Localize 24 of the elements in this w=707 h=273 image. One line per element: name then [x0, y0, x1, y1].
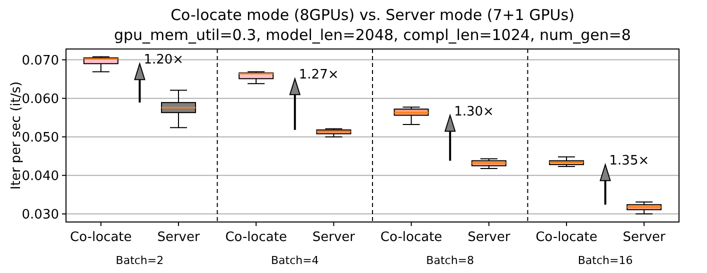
- x-tick-label: Server: [157, 230, 200, 245]
- x-tick-label: Server: [468, 230, 511, 245]
- x-tick-label: Server: [312, 230, 356, 245]
- text: Batch=16: [578, 254, 633, 267]
- annotation: 1.27×: [298, 68, 339, 83]
- x-tick-label: Co-locate: [225, 230, 287, 245]
- annotation: 1.20×: [144, 52, 184, 68]
- y-tick-label: 0.070: [22, 53, 59, 68]
- annotation: 1.35×: [609, 154, 650, 169]
- annotation: 1.30×: [454, 104, 494, 120]
- text: Batch=2: [116, 254, 164, 267]
- y-tick-label: 0.030: [22, 207, 59, 222]
- chart-subtitle: gpu_mem_util=0.3, model_len=2048, compl_len=1024, num_gen=8: [114, 26, 631, 44]
- x-tick-label: Server: [622, 230, 666, 245]
- y-tick-label: 0.050: [22, 130, 59, 146]
- x-tick-label: Co-locate: [70, 230, 132, 245]
- y-tick-label: 0.060: [22, 92, 59, 107]
- y-axis-title: Iter per sec (it/s): [9, 81, 24, 190]
- x-tick-label: Co-locate: [380, 230, 442, 245]
- chart-title: Co-locate mode (8GPUs) vs. Server mode (7+1 GPUs): [170, 6, 574, 24]
- y-tick-label: 0.040: [22, 168, 59, 184]
- x-tick-label: Co-locate: [536, 230, 598, 245]
- text: Batch=4: [270, 254, 319, 267]
- text: Batch=8: [426, 254, 474, 267]
